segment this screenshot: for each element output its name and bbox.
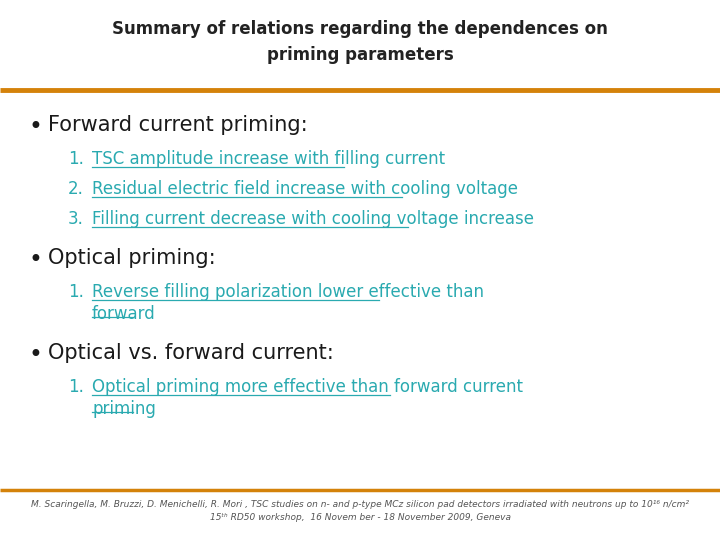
Text: Reverse filling polarization lower effective than
forward: Reverse filling polarization lower effec… — [92, 283, 484, 323]
Text: 2.: 2. — [68, 180, 84, 198]
Text: Filling current decrease with cooling voltage increase: Filling current decrease with cooling vo… — [92, 210, 534, 228]
Text: 15ᵗʰ RD50 workshop,  16 Novem ber - 18 November 2009, Geneva: 15ᵗʰ RD50 workshop, 16 Novem ber - 18 No… — [210, 513, 510, 522]
Text: •: • — [28, 115, 42, 139]
Text: Summary of relations regarding the dependences on
priming parameters: Summary of relations regarding the depen… — [112, 21, 608, 64]
Text: Residual electric field increase with cooling voltage: Residual electric field increase with co… — [92, 180, 518, 198]
Text: M. Scaringella, M. Bruzzi, D. Menichelli, R. Mori , TSC studies on n- and p-type: M. Scaringella, M. Bruzzi, D. Menichelli… — [31, 500, 689, 509]
Text: 3.: 3. — [68, 210, 84, 228]
Text: Optical vs. forward current:: Optical vs. forward current: — [48, 343, 334, 363]
Text: 1.: 1. — [68, 283, 84, 301]
Text: Forward current priming:: Forward current priming: — [48, 115, 307, 135]
Text: 1.: 1. — [68, 150, 84, 168]
Text: TSC amplitude increase with filling current: TSC amplitude increase with filling curr… — [92, 150, 445, 168]
Text: 1.: 1. — [68, 378, 84, 396]
Text: Optical priming more effective than forward current
priming: Optical priming more effective than forw… — [92, 378, 523, 418]
Text: •: • — [28, 343, 42, 367]
Text: Optical priming:: Optical priming: — [48, 248, 215, 268]
Text: •: • — [28, 248, 42, 272]
